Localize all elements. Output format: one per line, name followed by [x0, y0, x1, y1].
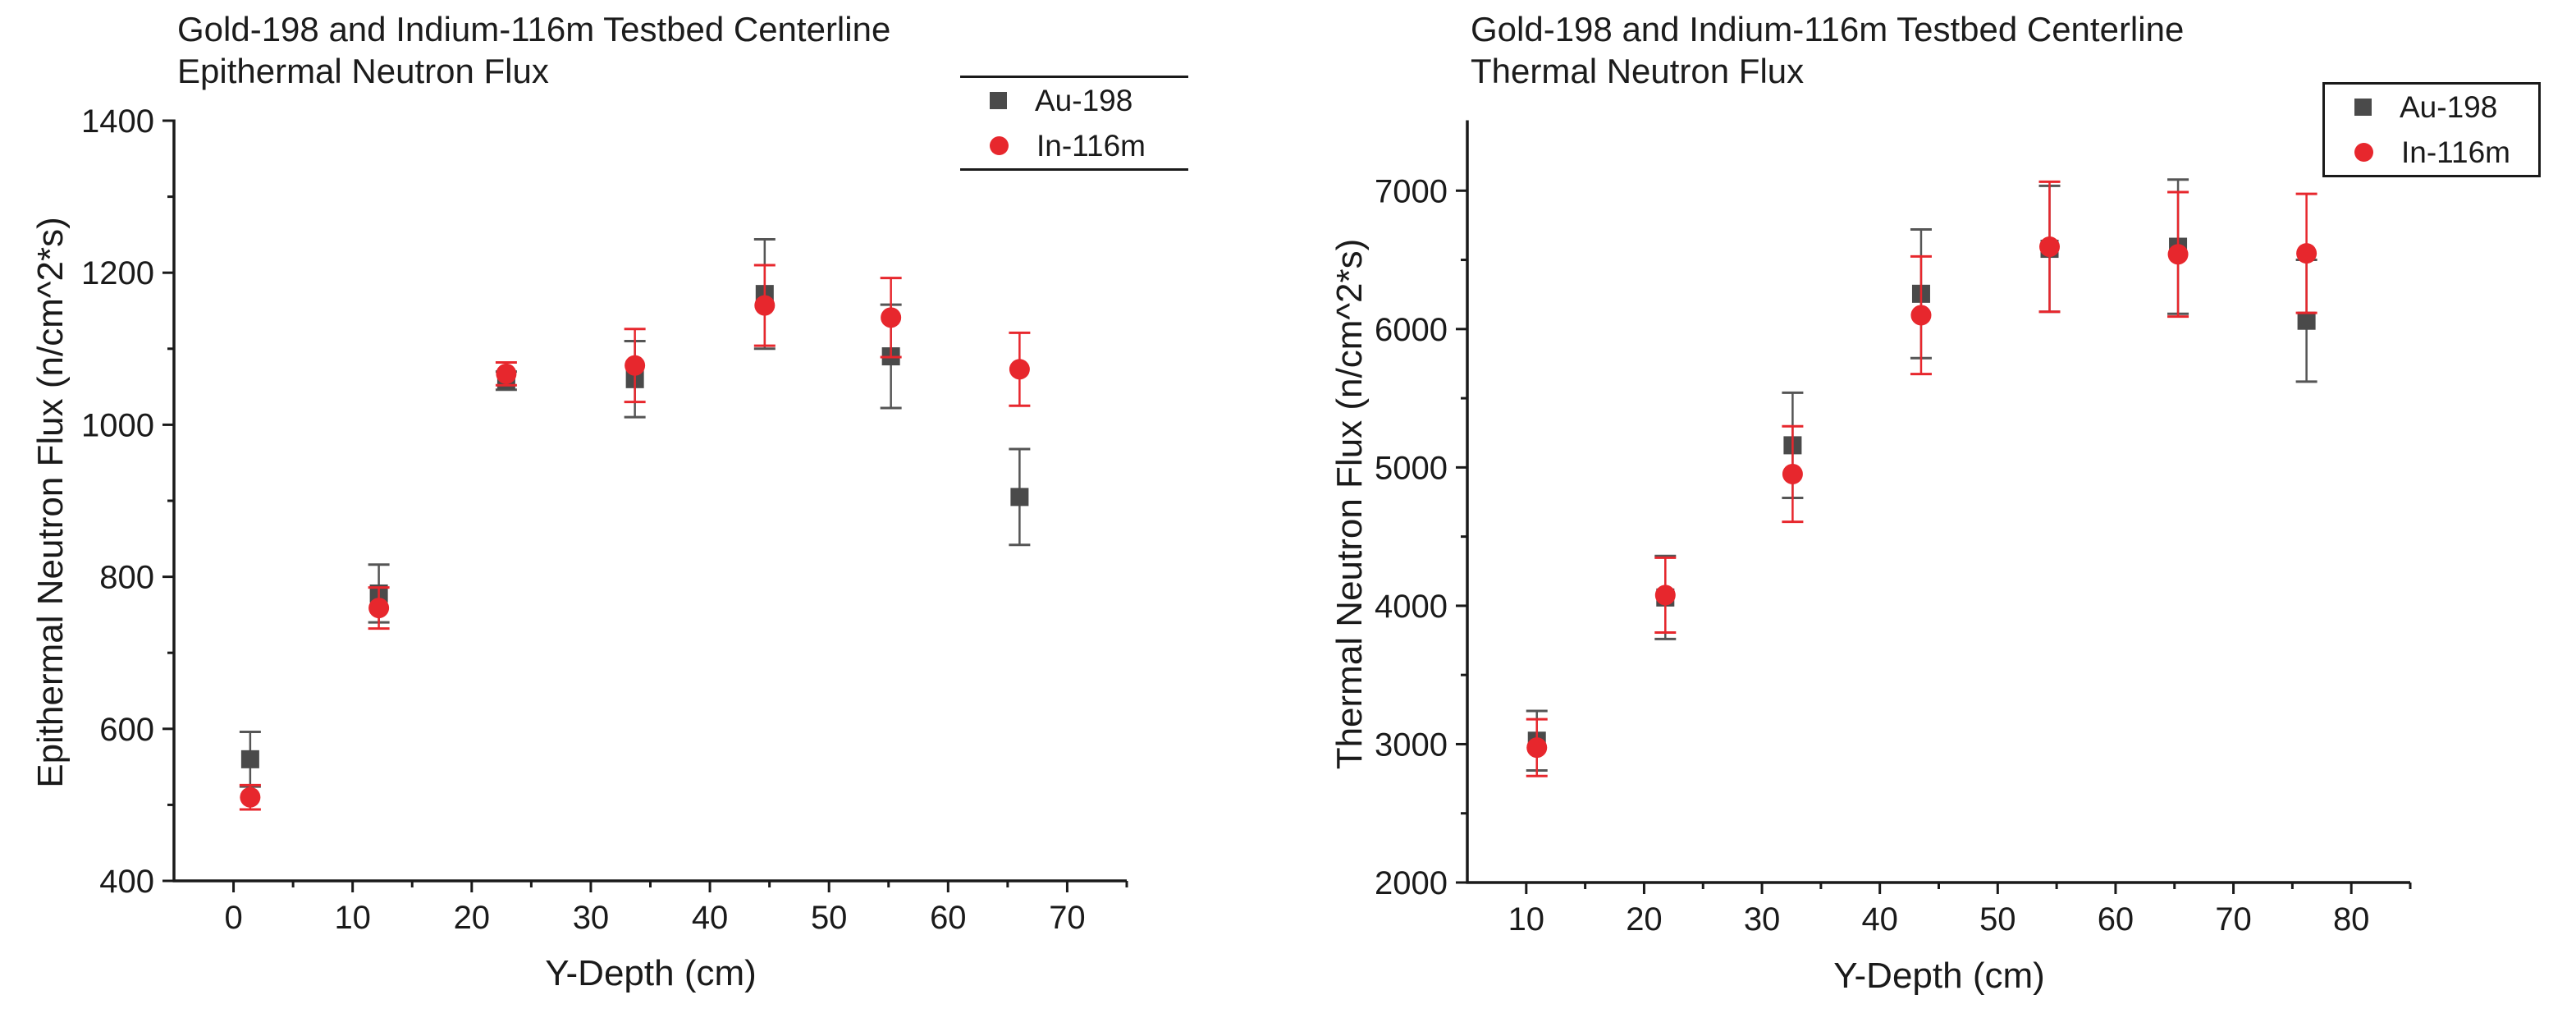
au-198-legend-marker — [2354, 99, 2372, 116]
plot1-legend: Au-198 In-116m — [960, 76, 1188, 171]
y-tick-label: 400 — [99, 864, 154, 900]
data-point-in-116m — [1654, 585, 1676, 606]
plot-1: 0 10 20 30 40 50 60 70 400 600 800 1000 1200 1400 — [81, 103, 1128, 936]
x-tick-label: 50 — [811, 900, 848, 936]
x-tick-label: 70 — [2215, 901, 2252, 938]
plot1-legend-label-au: Au-198 — [1035, 83, 1133, 117]
y-tick-label: 1400 — [81, 103, 154, 140]
in-116m-legend-marker — [990, 136, 1009, 155]
plot2-legend: Au-198 In-116m — [2322, 82, 2541, 177]
data-point-in-116m — [754, 295, 776, 316]
plot1-legend-label-in: In-116m — [1036, 128, 1146, 163]
plot1-legend-row-au: Au-198 — [960, 78, 1188, 123]
y-tick-label: 1000 — [81, 407, 154, 443]
data-point-in-116m — [368, 598, 390, 619]
data-point-in-116m — [1009, 359, 1030, 380]
data-point-in-116m — [1782, 463, 1803, 484]
plot2-legend-label-in: In-116m — [2401, 135, 2510, 169]
plot1-title: Gold-198 and Indium-116m Testbed Centerl… — [177, 8, 890, 92]
data-point-au-198 — [1010, 488, 1029, 507]
plot2-legend-row-in: In-116m — [2325, 130, 2538, 175]
x-tick-label: 80 — [2333, 901, 2370, 938]
data-point-in-116m — [1526, 737, 1548, 759]
y-tick-label: 4000 — [1375, 589, 1448, 625]
x-tick-label: 40 — [692, 900, 729, 936]
x-tick-label: 40 — [1861, 901, 1898, 938]
x-tick-label: 50 — [1979, 901, 2016, 938]
y-tick-label: 6000 — [1375, 312, 1448, 348]
data-point-in-116m — [881, 307, 902, 328]
y-tick-label: 5000 — [1375, 450, 1448, 486]
y-tick-label: 600 — [99, 712, 154, 748]
series-in-116m — [239, 264, 1031, 811]
x-tick-label: 0 — [224, 900, 242, 936]
series-au-198 — [239, 237, 1031, 788]
data-point-in-116m — [240, 786, 261, 808]
x-tick-label: 70 — [1049, 900, 1086, 936]
x-tick-label: 30 — [573, 900, 610, 936]
au-198-legend-marker — [990, 92, 1007, 109]
x-tick-label: 30 — [1744, 901, 1781, 938]
plot1-title-line2: Epithermal Neutron Flux — [177, 52, 549, 90]
data-point-in-116m — [625, 355, 646, 376]
x-tick-label: 60 — [2098, 901, 2134, 938]
plot1-y-axis-label: Epithermal Neutron Flux (n/cm^2*s) — [30, 217, 71, 788]
y-tick-label: 1200 — [81, 255, 154, 291]
y-tick-label: 2000 — [1375, 865, 1448, 901]
plot1-x-axis-label: Y-Depth (cm) — [545, 953, 757, 993]
data-point-au-198 — [240, 750, 259, 768]
x-tick-label: 10 — [334, 900, 371, 936]
in-116m-legend-marker — [2354, 143, 2373, 162]
x-tick-label: 60 — [930, 900, 967, 936]
series-in-116m — [1526, 180, 2317, 777]
plot1-legend-row-in: In-116m — [960, 123, 1188, 168]
plot2-legend-label-au: Au-198 — [2400, 89, 2498, 124]
plot2-title-line1: Gold-198 and Indium-116m Testbed Centerl… — [1471, 10, 2185, 48]
y-tick-label: 7000 — [1375, 173, 1448, 209]
y-tick-label: 3000 — [1375, 727, 1448, 763]
x-tick-label: 20 — [1626, 901, 1663, 938]
plot2-title: Gold-198 and Indium-116m Testbed Centerl… — [1471, 8, 2184, 92]
data-point-in-116m — [2167, 244, 2189, 265]
data-point-in-116m — [496, 363, 517, 384]
plot2-legend-row-au: Au-198 — [2325, 85, 2538, 130]
plot2-title-line2: Thermal Neutron Flux — [1471, 52, 1805, 90]
data-point-in-116m — [2296, 243, 2317, 264]
plot2-x-axis-label: Y-Depth (cm) — [1833, 956, 2045, 996]
data-point-au-198 — [2297, 311, 2316, 330]
y-tick-label: 800 — [99, 560, 154, 596]
data-point-in-116m — [1910, 305, 1932, 326]
x-tick-label: 20 — [454, 900, 491, 936]
plot2-y-axis-label: Thermal Neutron Flux (n/cm^2*s) — [1329, 238, 1370, 770]
data-point-in-116m — [2039, 236, 2061, 258]
plot1-title-line1: Gold-198 and Indium-116m Testbed Centerl… — [177, 10, 891, 48]
x-tick-label: 10 — [1508, 901, 1545, 938]
plot-2: 10 20 30 40 50 60 70 80 2000 3000 4000 5000 6000 7000 — [1375, 120, 2412, 938]
